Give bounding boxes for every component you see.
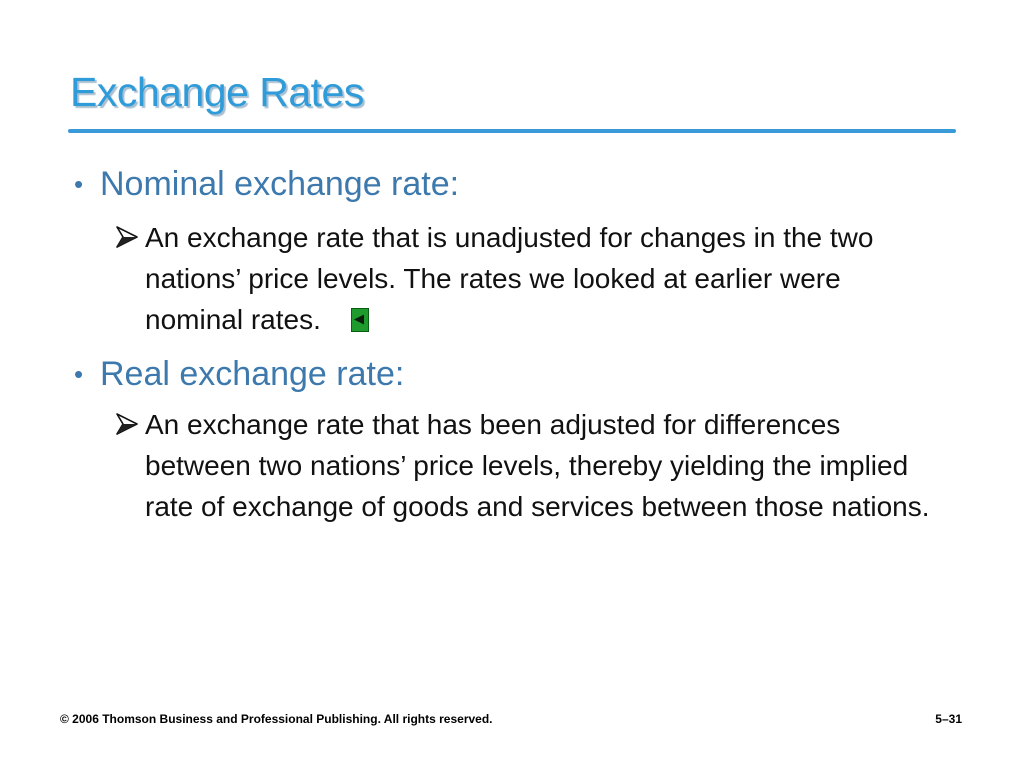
definition-text: An exchange rate that has been adjusted … bbox=[145, 409, 930, 522]
arrow-bullet-icon bbox=[116, 413, 138, 435]
sub-bullet-real-definition: An exchange rate that has been adjusted … bbox=[116, 404, 936, 527]
bullet-heading: Real exchange rate: bbox=[100, 355, 405, 393]
arrow-bullet-icon bbox=[116, 226, 138, 248]
bullet-real: • Real exchange rate: bbox=[74, 354, 404, 394]
bullet-heading: Nominal exchange rate: bbox=[100, 165, 460, 203]
back-arrow-icon bbox=[353, 314, 364, 325]
bullet-dot-icon: • bbox=[74, 169, 84, 199]
copyright-notice: © 2006 Thomson Business and Professional… bbox=[60, 712, 493, 726]
slide-title: Exchange Rates bbox=[70, 69, 364, 115]
definition-text: An exchange rate that is unadjusted for … bbox=[145, 222, 874, 335]
back-button[interactable] bbox=[350, 308, 369, 332]
bullet-dot-icon: • bbox=[74, 359, 84, 389]
slide-number: 5–31 bbox=[935, 712, 962, 726]
title-underline bbox=[68, 129, 956, 133]
bullet-nominal: • Nominal exchange rate: bbox=[74, 164, 459, 204]
sub-bullet-nominal-definition: An exchange rate that is unadjusted for … bbox=[116, 217, 936, 340]
